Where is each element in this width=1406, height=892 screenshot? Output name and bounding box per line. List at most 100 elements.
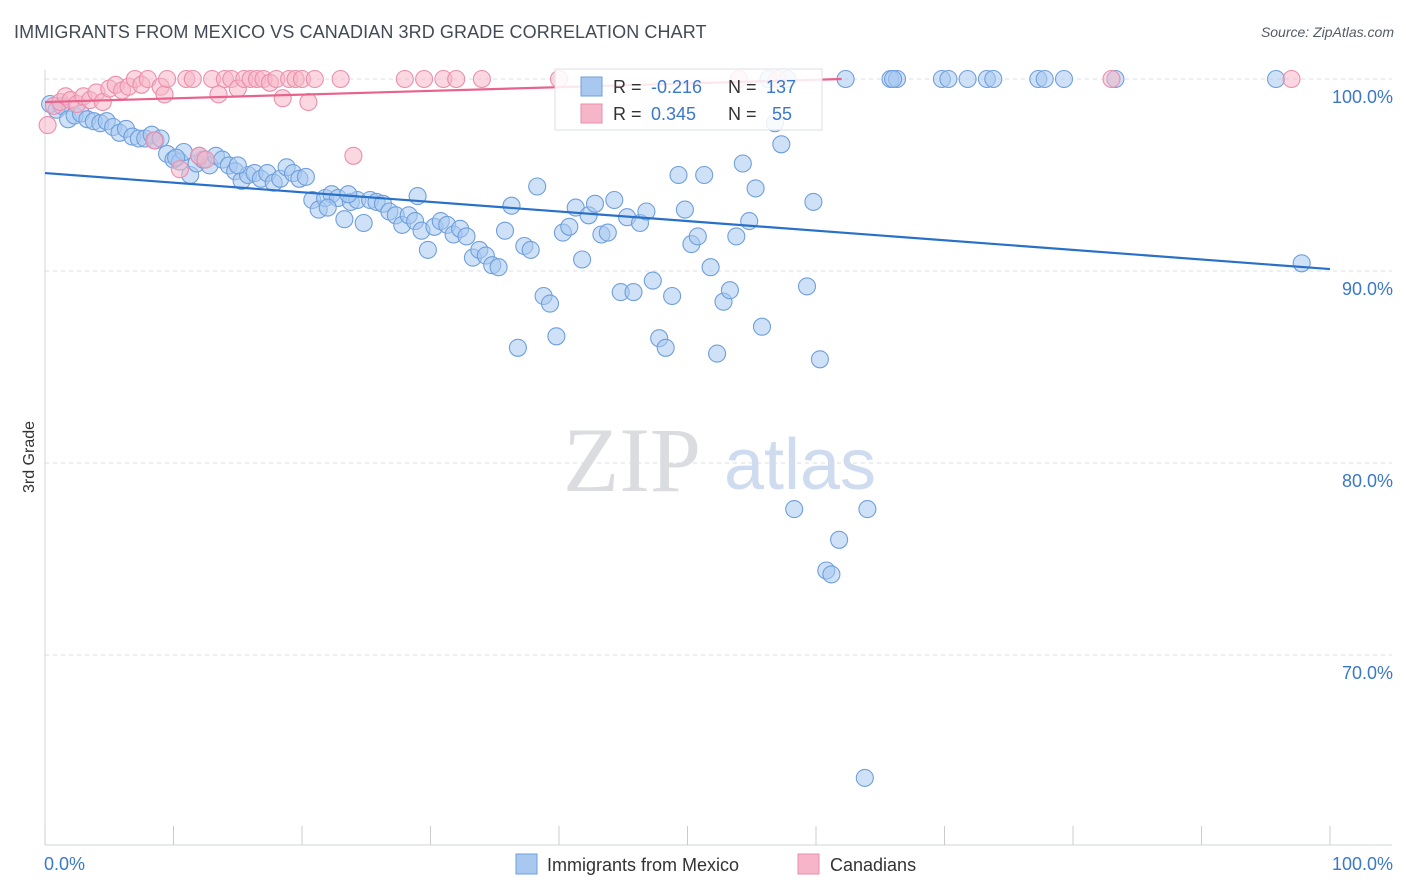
point-canadians (38, 116, 57, 135)
point-immigrants-from-mexico (228, 156, 247, 175)
point-immigrants-from-mexico (598, 223, 617, 242)
point-canadians (305, 69, 324, 89)
point-canadians (344, 146, 363, 165)
point-canadians (155, 85, 174, 104)
point-immigrants-from-mexico (669, 165, 688, 185)
point-immigrants-from-mexico (1035, 69, 1054, 89)
point-immigrants-from-mexico (547, 327, 566, 346)
point-immigrants-from-mexico (418, 240, 437, 259)
point-canadians (415, 69, 434, 89)
watermark: ZIP atlas (563, 409, 876, 511)
point-immigrants-from-mexico (804, 192, 823, 211)
point-canadians (299, 92, 318, 112)
point-canadians (145, 131, 164, 150)
stats-r-value-blue: -0.216 (651, 77, 702, 97)
point-immigrants-from-mexico (822, 565, 841, 584)
point-immigrants-from-mexico (772, 135, 791, 154)
point-immigrants-from-mexico (540, 294, 560, 313)
point-immigrants-from-mexico (810, 350, 829, 369)
legend-label-canadians: Canadians (830, 855, 916, 875)
stats-n-value-blue: 137 (766, 77, 796, 97)
point-canadians (196, 150, 215, 169)
point-immigrants-from-mexico (733, 154, 752, 173)
point-immigrants-from-mexico (643, 271, 662, 290)
point-immigrants-from-mexico (958, 69, 977, 89)
point-immigrants-from-mexico (457, 227, 476, 246)
point-immigrants-from-mexico (675, 200, 694, 219)
point-immigrants-from-mexico (502, 196, 521, 215)
stats-r-label-blue: R = (613, 77, 642, 97)
point-canadians (472, 69, 491, 89)
point-immigrants-from-mexico (984, 69, 1003, 89)
point-immigrants-from-mexico (605, 190, 624, 210)
series-immigrants-from-mexico (41, 69, 1311, 787)
stats-r-value-pink: 0.345 (651, 104, 696, 124)
point-immigrants-from-mexico (354, 213, 373, 233)
watermark-zip: ZIP (563, 409, 701, 511)
point-canadians (183, 69, 202, 89)
stats-swatch-blue (580, 76, 603, 97)
point-immigrants-from-mexico (797, 277, 817, 296)
point-immigrants-from-mexico (1266, 69, 1286, 89)
stats-r-label-pink: R = (613, 104, 642, 124)
y-tick-labels: 100.0% 90.0% 80.0% 70.0% (1332, 87, 1393, 683)
point-immigrants-from-mexico (688, 227, 707, 246)
point-canadians (273, 89, 292, 108)
point-canadians (209, 85, 228, 104)
source-credit: Source: ZipAtlas.com (1260, 24, 1394, 40)
x-tick-marks (44, 826, 1331, 845)
point-immigrants-from-mexico (663, 286, 682, 306)
point-immigrants-from-mexico (521, 240, 540, 259)
y-tick-label-80: 80.0% (1342, 471, 1393, 491)
point-canadians (158, 69, 177, 89)
trend-line-immigrants-from-mexico (44, 171, 1331, 271)
point-immigrants-from-mexico (585, 194, 605, 213)
point-immigrants-from-mexico (296, 167, 315, 186)
bottom-legend: Immigrants from Mexico Canadians (515, 853, 916, 875)
point-canadians (331, 69, 350, 89)
point-canadians (395, 69, 414, 89)
point-immigrants-from-mexico (560, 217, 579, 236)
point-immigrants-from-mexico (624, 283, 643, 302)
point-immigrants-from-mexico (708, 344, 727, 363)
chart-title: IMMIGRANTS FROM MEXICO VS CANADIAN 3RD G… (14, 22, 707, 42)
x-tick-label-min: 0.0% (44, 854, 85, 874)
point-immigrants-from-mexico (858, 500, 877, 519)
point-immigrants-from-mexico (884, 69, 903, 89)
stats-n-label-pink: N = (728, 104, 757, 124)
x-tick-label-max: 100.0% (1332, 854, 1393, 874)
y-tick-label-100: 100.0% (1332, 87, 1393, 107)
point-immigrants-from-mexico (318, 198, 337, 217)
legend-label-immigrants-from-mexico: Immigrants from Mexico (547, 855, 739, 875)
point-immigrants-from-mexico (508, 338, 527, 357)
point-canadians (1102, 69, 1121, 89)
legend-swatch-canadians (797, 853, 820, 875)
legend-swatch-immigrants-from-mexico (515, 853, 538, 875)
point-immigrants-from-mexico (855, 768, 874, 787)
point-immigrants-from-mexico (637, 202, 656, 221)
point-immigrants-from-mexico (746, 179, 765, 198)
point-immigrants-from-mexico (573, 250, 592, 269)
point-immigrants-from-mexico (656, 338, 675, 357)
y-gridlines (45, 78, 1392, 656)
point-immigrants-from-mexico (752, 317, 772, 336)
point-canadians (1282, 69, 1301, 89)
point-immigrants-from-mexico (727, 227, 746, 246)
point-immigrants-from-mexico (720, 281, 739, 300)
stats-n-value-pink: 55 (772, 104, 792, 124)
point-immigrants-from-mexico (785, 500, 804, 519)
point-canadians (170, 160, 189, 179)
stats-legend: R = -0.216 N = 137 R = 0.345 N = 55 (554, 68, 823, 131)
point-immigrants-from-mexico (335, 210, 354, 229)
point-canadians (447, 69, 466, 89)
point-immigrants-from-mexico (528, 177, 547, 196)
point-immigrants-from-mexico (495, 221, 515, 240)
stats-n-label-blue: N = (728, 77, 757, 97)
y-tick-label-70: 70.0% (1342, 663, 1393, 683)
watermark-atlas: atlas (724, 425, 876, 505)
point-immigrants-from-mexico (701, 258, 720, 277)
point-immigrants-from-mexico (489, 258, 508, 277)
y-axis-title: 3rd Grade (21, 421, 38, 493)
stats-swatch-pink (580, 103, 603, 124)
